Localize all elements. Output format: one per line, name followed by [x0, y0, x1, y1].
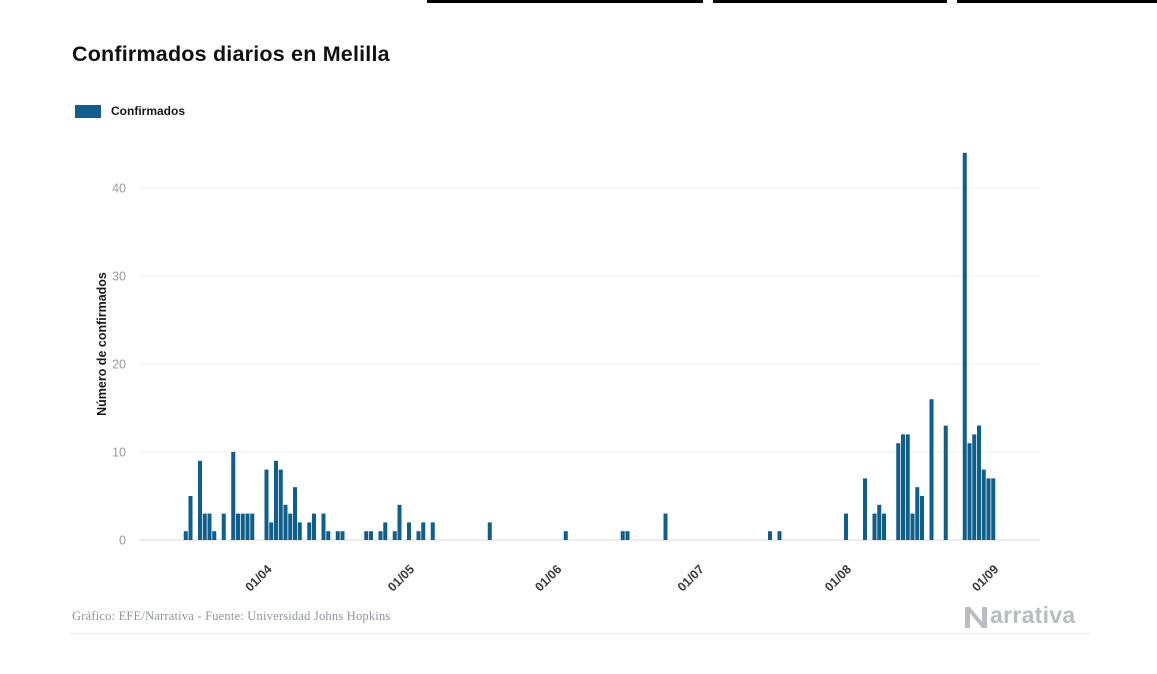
bar-confirmados[interactable]	[312, 513, 316, 540]
bar-confirmados[interactable]	[967, 443, 972, 540]
bar-confirmados[interactable]	[882, 513, 886, 540]
bar-confirmados[interactable]	[768, 531, 772, 540]
bar-confirmados[interactable]	[392, 531, 397, 540]
bar-confirmados[interactable]	[335, 531, 340, 540]
bar-confirmados[interactable]	[198, 460, 202, 540]
bar-confirmados[interactable]	[250, 513, 255, 540]
bar-confirmados[interactable]	[212, 531, 217, 540]
y-tick-label: 20	[112, 358, 126, 372]
y-tick-label: 30	[112, 270, 126, 284]
bar-confirmados[interactable]	[307, 522, 312, 540]
bar-confirmados[interactable]	[236, 513, 240, 540]
x-tick-label: 01/07	[675, 562, 707, 594]
bar-confirmados[interactable]	[326, 531, 331, 540]
bar-confirmados[interactable]	[369, 531, 373, 540]
bar-confirmados[interactable]	[625, 531, 630, 540]
bar-confirmados[interactable]	[943, 425, 948, 540]
bar-confirmados[interactable]	[563, 531, 568, 540]
bar-confirmados[interactable]	[269, 522, 274, 540]
bar-confirmados[interactable]	[981, 469, 986, 540]
source-credit: Gráfico: EFE/Narrativa - Fuente: Univers…	[72, 609, 391, 623]
top-border-artifact	[957, 0, 1157, 3]
bar-confirmados[interactable]	[231, 452, 236, 540]
bar-confirmados[interactable]	[240, 513, 245, 540]
bar-confirmados[interactable]	[986, 478, 991, 540]
legend-swatch	[75, 104, 101, 118]
legend-label: Confirmados	[111, 104, 186, 118]
bar-confirmados[interactable]	[378, 531, 383, 540]
bar-confirmados[interactable]	[183, 531, 188, 540]
bar-confirmados[interactable]	[896, 443, 901, 540]
bar-confirmados[interactable]	[905, 434, 910, 540]
chart-legend: Confirmados	[75, 104, 185, 118]
bar-confirmados[interactable]	[245, 513, 250, 540]
bar-confirmados[interactable]	[877, 504, 882, 540]
bar-confirmados[interactable]	[283, 504, 288, 540]
bar-confirmados[interactable]	[416, 531, 421, 540]
bar-confirmados[interactable]	[901, 434, 905, 540]
bar-confirmados[interactable]	[430, 522, 435, 540]
bar-confirmados[interactable]	[293, 487, 297, 540]
x-tick-label: 01/04	[243, 562, 275, 594]
bar-confirmados[interactable]	[863, 478, 867, 540]
bar-confirmados[interactable]	[910, 513, 915, 540]
bar-confirmados[interactable]	[620, 531, 625, 540]
bar-confirmados[interactable]	[397, 504, 402, 540]
y-tick-label: 10	[112, 446, 126, 460]
bar-confirmados[interactable]	[977, 425, 981, 540]
bar-confirmados[interactable]	[340, 531, 345, 540]
bar-confirmados[interactable]	[929, 399, 934, 540]
bar-confirmados[interactable]	[487, 522, 492, 540]
x-tick-label: 01/05	[385, 562, 417, 594]
y-tick-label: 40	[112, 182, 126, 196]
y-tick-label: 0	[119, 534, 126, 548]
narrativa-n-icon	[965, 607, 987, 628]
bar-confirmados[interactable]	[202, 513, 207, 540]
bar-confirmados[interactable]	[274, 460, 278, 540]
top-border-artifact	[713, 0, 947, 3]
footer-divider	[70, 633, 1090, 634]
bar-confirmados[interactable]	[844, 513, 848, 540]
narrativa-logo: arrativa	[962, 601, 1076, 629]
bar-confirmados[interactable]	[278, 469, 283, 540]
bar-confirmados[interactable]	[297, 522, 302, 540]
x-tick-label: 01/09	[969, 562, 1001, 594]
x-tick-label: 01/06	[532, 562, 564, 594]
bar-confirmados[interactable]	[264, 469, 269, 540]
bar-confirmados[interactable]	[207, 513, 212, 540]
bar-confirmados[interactable]	[972, 434, 977, 540]
bar-confirmados[interactable]	[288, 513, 293, 540]
bar-confirmados[interactable]	[364, 531, 369, 540]
bar-confirmados[interactable]	[188, 496, 193, 540]
bar-confirmados[interactable]	[321, 513, 326, 540]
bar-confirmados[interactable]	[872, 513, 877, 540]
top-border-artifact	[427, 0, 703, 3]
bar-confirmados[interactable]	[663, 513, 668, 540]
bar-confirmados[interactable]	[407, 522, 411, 540]
page-title: Confirmados diarios en Melilla	[72, 42, 390, 66]
bar-confirmados[interactable]	[383, 522, 388, 540]
bar-confirmados[interactable]	[777, 531, 782, 540]
bar-confirmados[interactable]	[221, 513, 226, 540]
x-tick-label: 01/08	[822, 562, 854, 594]
bar-confirmados[interactable]	[920, 496, 924, 540]
bar-confirmados[interactable]	[421, 522, 426, 540]
bar-confirmados[interactable]	[991, 478, 996, 540]
y-axis-title: Número de confirmados	[95, 272, 109, 416]
brand-text: arrativa	[990, 602, 1076, 628]
bar-confirmados[interactable]	[962, 152, 967, 541]
bar-confirmados[interactable]	[915, 487, 920, 540]
